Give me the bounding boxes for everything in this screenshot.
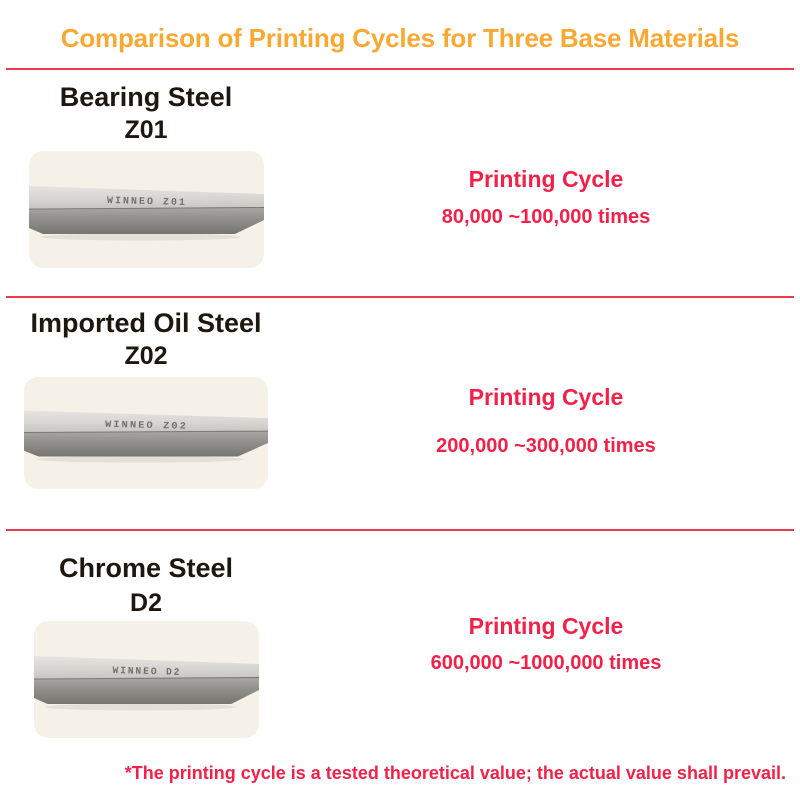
cycle-column: Printing Cycle 600,000 ~1000,000 times bbox=[292, 531, 800, 675]
page-title: Comparison of Printing Cycles for Three … bbox=[60, 23, 740, 53]
blade-stamp-text: WINNEO D2 bbox=[112, 665, 181, 678]
material-row-chrome-steel: Chrome Steel D2 WINNEO D2 Printing Cycle… bbox=[0, 531, 800, 738]
material-code: Z02 bbox=[124, 342, 168, 370]
printing-cycle-label: Printing Cycle bbox=[468, 166, 624, 192]
blade-illustration: WINNEO D2 bbox=[33, 656, 259, 711]
section-divider bbox=[6, 529, 794, 531]
material-code: D2 bbox=[130, 589, 162, 617]
cycle-column: Printing Cycle 80,000 ~100,000 times bbox=[292, 70, 800, 229]
blade-illustration: WINNEO Z02 bbox=[24, 410, 268, 463]
blade-photo: WINNEO D2 bbox=[33, 621, 259, 738]
section-divider bbox=[6, 296, 794, 298]
material-column: Imported Oil Steel Z02 WINNEO Z02 bbox=[0, 298, 292, 489]
printing-cycle-value: 80,000 ~100,000 times bbox=[441, 206, 651, 228]
material-column: Chrome Steel D2 WINNEO D2 bbox=[0, 531, 292, 738]
blade-stamp-text: WINNEO Z01 bbox=[106, 196, 186, 209]
blade-stamp-text: WINNEO Z02 bbox=[105, 419, 188, 432]
footer-disclaimer: *The printing cycle is a tested theoreti… bbox=[124, 763, 786, 783]
material-name: Chrome Steel bbox=[58, 553, 234, 583]
cycle-column: Printing Cycle 200,000 ~300,000 times bbox=[292, 298, 800, 458]
material-code: Z01 bbox=[124, 116, 168, 144]
material-row-imported-oil-steel: Imported Oil Steel Z02 WINNEO Z02 Printi… bbox=[0, 298, 800, 515]
material-row-bearing-steel: Bearing Steel Z01 WINNEO Z01 Printing Cy… bbox=[0, 70, 800, 282]
printing-cycle-value: 200,000 ~300,000 times bbox=[436, 435, 656, 457]
title-divider bbox=[6, 68, 794, 70]
material-name: Imported Oil Steel bbox=[30, 308, 262, 338]
printing-cycle-label: Printing Cycle bbox=[468, 384, 624, 410]
material-column: Bearing Steel Z01 WINNEO Z01 bbox=[0, 70, 292, 268]
printing-cycle-value: 600,000 ~1000,000 times bbox=[430, 652, 662, 674]
blade-photo: WINNEO Z01 bbox=[28, 151, 264, 268]
blade-photo: WINNEO Z02 bbox=[24, 377, 268, 489]
material-name: Bearing Steel bbox=[59, 82, 233, 112]
blade-illustration: WINNEO Z01 bbox=[28, 186, 264, 241]
printing-cycle-label: Printing Cycle bbox=[468, 613, 624, 639]
